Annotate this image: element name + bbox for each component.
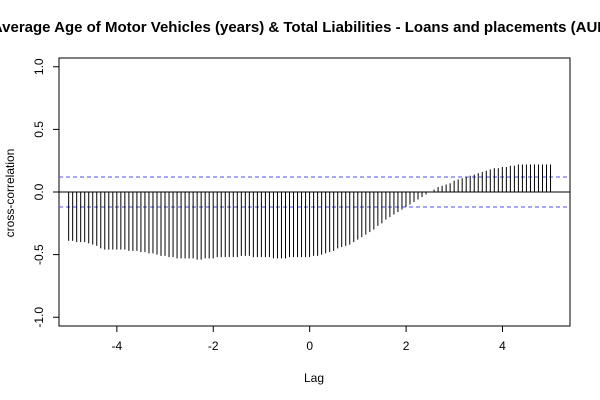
x-tick-label: 2 [403, 339, 410, 353]
x-axis-label: Lag [304, 371, 324, 385]
y-tick-label: 0.0 [32, 183, 46, 200]
chart-title: Average Age of Motor Vehicles (years) & … [0, 19, 600, 36]
plot-area: -4 -2 0 2 4 -1.0 -0.5 0.0 0.5 1.0 [32, 57, 571, 353]
y-tick-label: -0.5 [32, 244, 46, 265]
x-tick-label: 4 [499, 339, 506, 353]
y-tick-label: 1.0 [32, 58, 46, 75]
x-tick-label: -2 [208, 339, 219, 353]
x-tick-label: 0 [306, 339, 313, 353]
y-tick-label: 0.5 [32, 121, 46, 138]
y-tick-label: -1.0 [32, 307, 46, 328]
x-tick-label: -4 [112, 339, 123, 353]
y-axis-label: cross-correlation [3, 149, 17, 238]
